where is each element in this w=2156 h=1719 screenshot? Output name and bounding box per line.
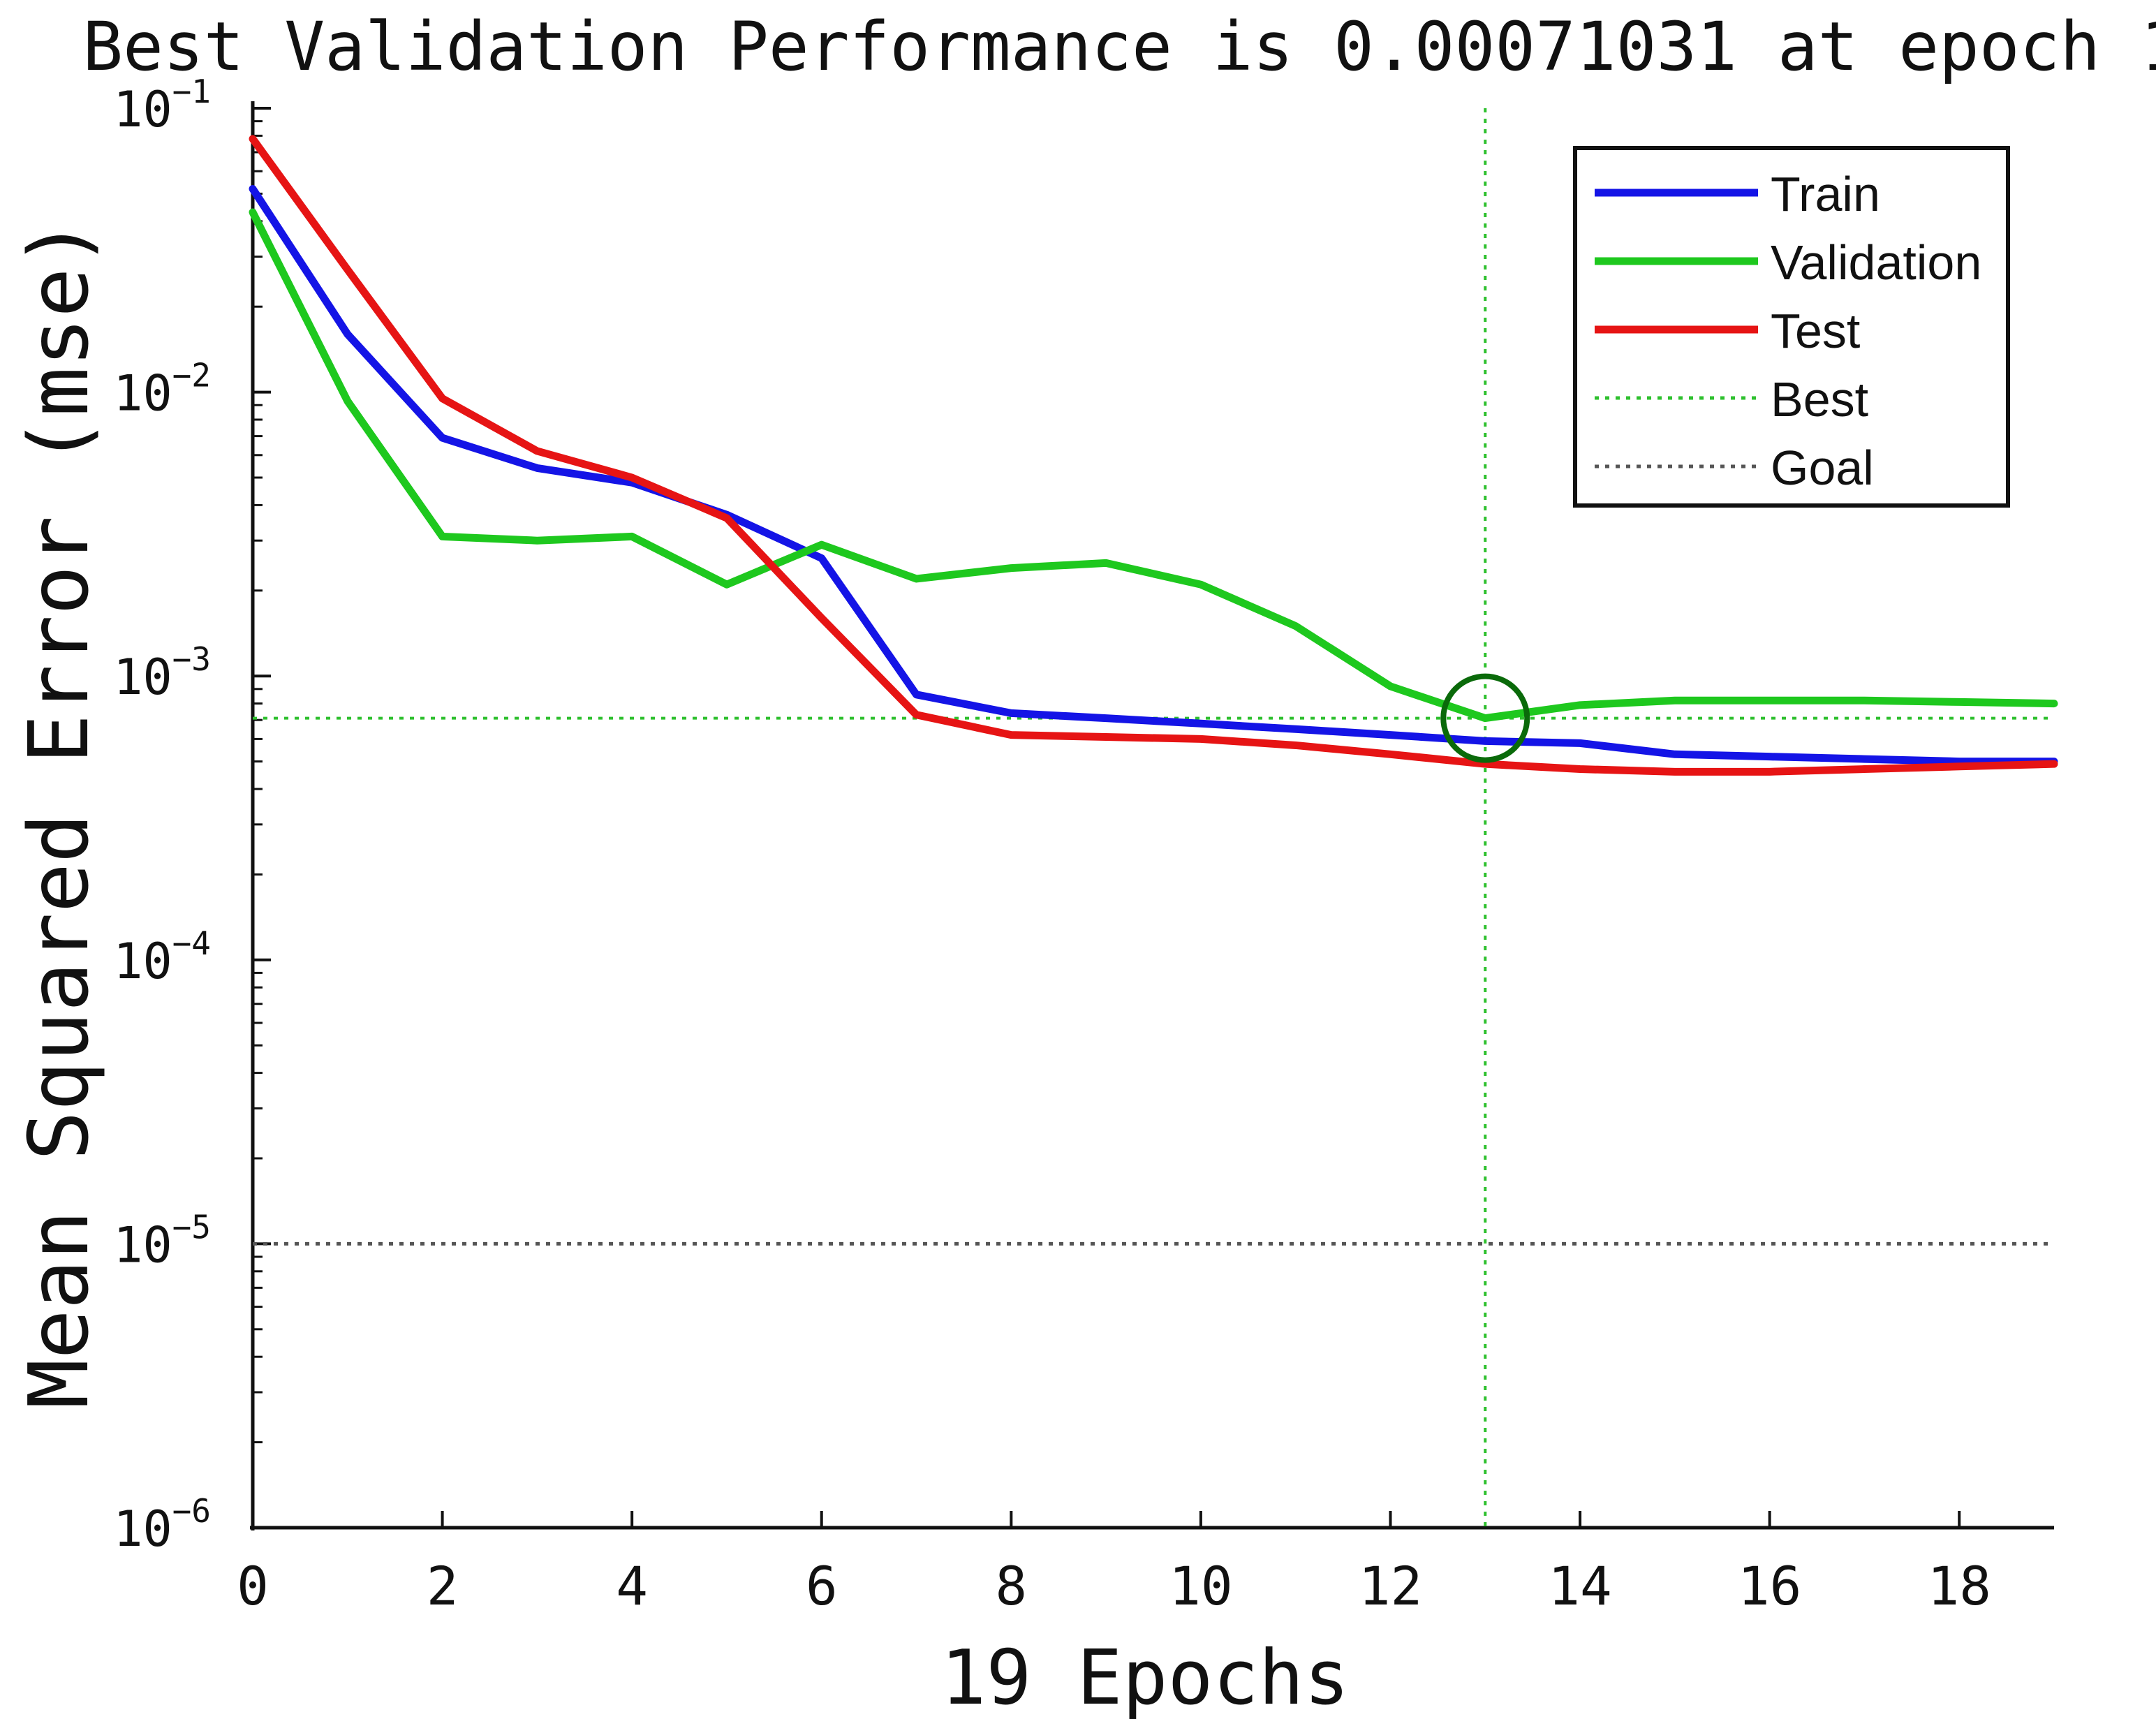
x-axis-label: 19 Epochs: [940, 1635, 1349, 1719]
legend: Train Validation Test Best Goal: [1573, 146, 2010, 508]
y-tick-label: 10−3: [113, 640, 211, 706]
series-validation-line: [249, 208, 2058, 723]
x-tick-label: 8: [995, 1555, 1027, 1617]
legend-label-best: Best: [1771, 372, 1868, 427]
x-tick-label: 6: [806, 1555, 838, 1617]
legend-label-validation: Validation: [1771, 235, 1981, 290]
y-axis-label: Mean Squared Error (mse): [10, 218, 107, 1408]
x-tick-label: 0: [237, 1555, 269, 1617]
x-tick-label: 14: [1548, 1555, 1612, 1617]
legend-label-goal: Goal: [1771, 441, 1874, 495]
plot-area: 10−1 10−2 10−3 10−4 10−5 10−6 0 2 4 6 8 10 12 14 16 18: [113, 73, 2058, 1617]
y-tick-label: 10−5: [113, 1208, 211, 1274]
y-tick-label: 10−6: [113, 1492, 211, 1558]
x-tick-label: 12: [1359, 1555, 1423, 1617]
y-tick-label: 10−2: [113, 357, 211, 422]
best-marker-circle: [1440, 673, 1530, 763]
y-tick-label: 10−4: [113, 924, 211, 990]
y-tick-label: 10−1: [113, 73, 211, 138]
x-tick-label: 4: [616, 1555, 648, 1617]
x-tick-label: 2: [427, 1555, 459, 1617]
x-tick-label: 10: [1169, 1555, 1233, 1617]
series-train-line: [249, 184, 2058, 766]
legend-label-train: Train: [1771, 167, 1880, 221]
chart-title: Best Validation Performance is 0.0007103…: [82, 8, 2156, 86]
x-tick-label: 16: [1738, 1555, 1802, 1617]
series-test-line: [249, 135, 2058, 776]
legend-label-test: Test: [1771, 304, 1860, 358]
x-tick-label: 18: [1927, 1555, 1991, 1617]
